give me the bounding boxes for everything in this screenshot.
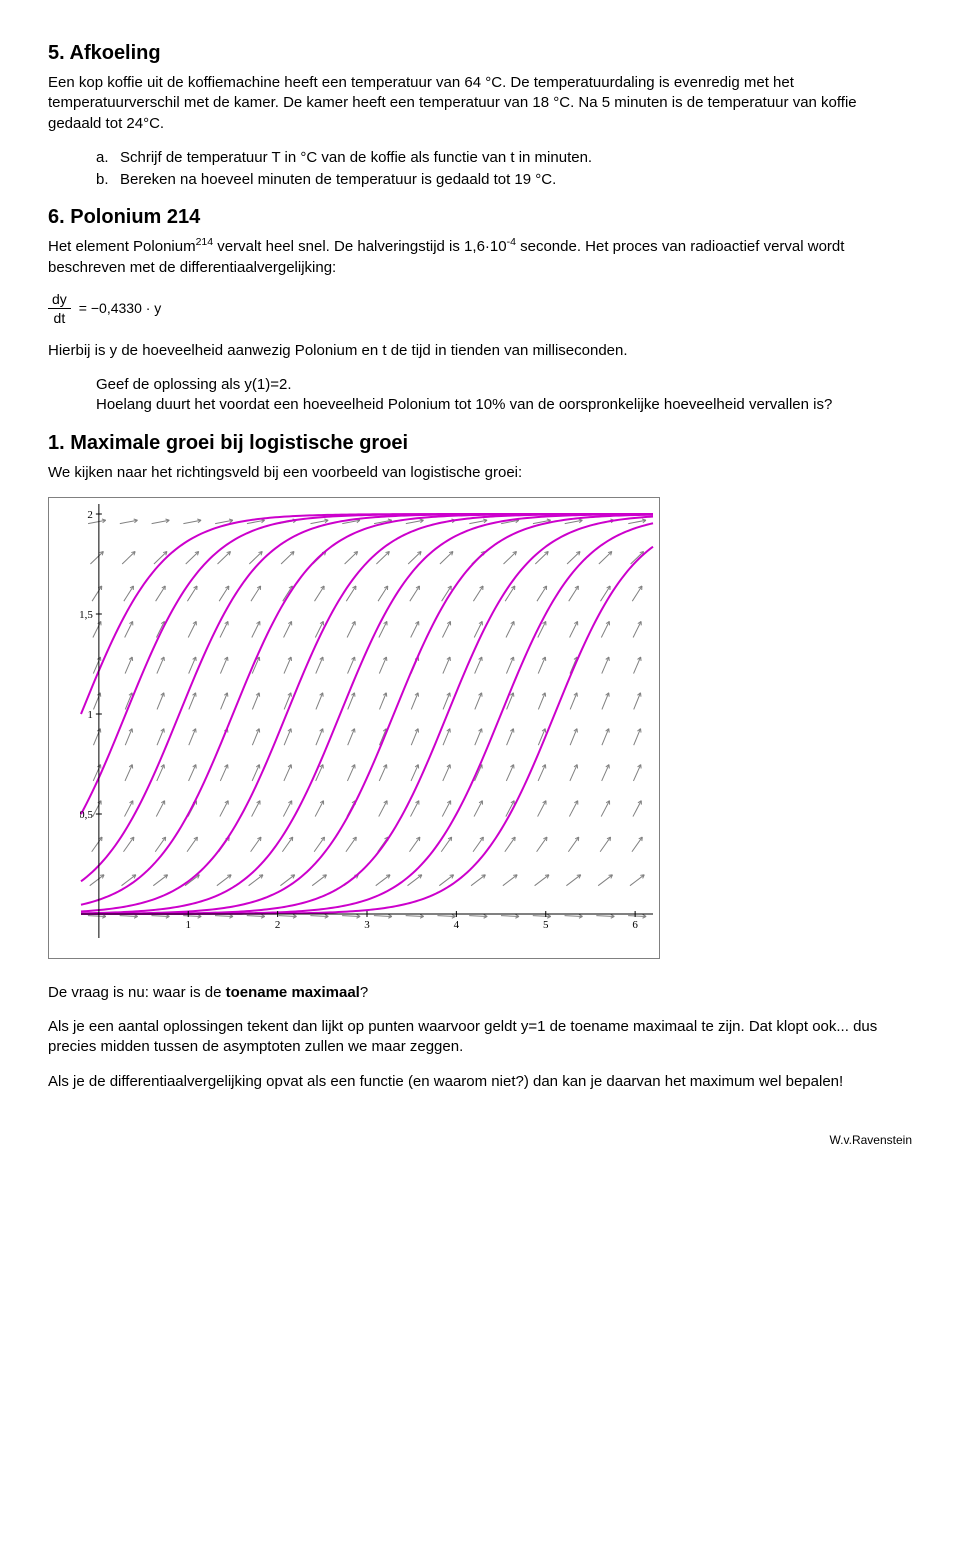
section5-para: Een kop koffie uit de koffiemachine heef… xyxy=(48,73,912,134)
svg-text:1: 1 xyxy=(87,709,93,721)
svg-text:4: 4 xyxy=(454,919,460,931)
section6-title: 6. Polonium 214 xyxy=(48,204,912,231)
fraction: dy dt xyxy=(48,292,71,325)
text: Het element Polonium xyxy=(48,238,196,255)
section1-intro: We kijken naar het richtingsveld bij een… xyxy=(48,463,912,483)
bold: toename maximaal xyxy=(226,984,360,1001)
section6-subquestions: Geef de oplossing als y(1)=2. Hoelang du… xyxy=(48,375,912,416)
sup: -4 xyxy=(507,236,516,248)
subq-1: Geef de oplossing als y(1)=2. xyxy=(96,375,912,395)
section5-item-a: a.Schrijf de temperatuur T in °C van de … xyxy=(96,148,912,168)
chart-svg: 1 2 3 4 5 6 0,5 1 1,5 2 xyxy=(49,498,659,958)
section1-para4: Als je de differentiaalvergelijking opva… xyxy=(48,1072,912,1092)
text: ? xyxy=(360,984,368,1001)
svg-text:0,5: 0,5 xyxy=(79,809,93,821)
svg-text:3: 3 xyxy=(364,919,370,931)
item-marker: b. xyxy=(96,170,120,190)
subq-2: Hoelang duurt het voordat een hoeveelhei… xyxy=(96,395,912,415)
section6-para2: Hierbij is y de hoeveelheid aanwezig Pol… xyxy=(48,341,912,361)
svg-text:1: 1 xyxy=(186,919,192,931)
sup: 214 xyxy=(196,236,214,248)
text: vervalt heel snel. De halveringstijd is … xyxy=(213,238,506,255)
section5-title: 5. Afkoeling xyxy=(48,40,912,67)
section1-title: 1. Maximale groei bij logistische groei xyxy=(48,430,912,457)
svg-text:2: 2 xyxy=(87,509,93,521)
item-marker: a. xyxy=(96,148,120,168)
svg-text:5: 5 xyxy=(543,919,549,931)
section1-para3: Als je een aantal oplossingen tekent dan… xyxy=(48,1017,912,1058)
item-text: Bereken na hoeveel minuten de temperatuu… xyxy=(120,171,556,188)
numerator: dy xyxy=(48,292,71,309)
section1-question: De vraag is nu: waar is de toename maxim… xyxy=(48,983,912,1003)
section5-item-b: b.Bereken na hoeveel minuten de temperat… xyxy=(96,170,912,190)
section5-items: a.Schrijf de temperatuur T in °C van de … xyxy=(48,148,912,191)
section6-para1: Het element Polonium214 vervalt heel sne… xyxy=(48,237,912,278)
denominator: dt xyxy=(50,309,70,325)
item-text: Schrijf de temperatuur T in °C van de ko… xyxy=(120,149,592,166)
svg-text:2: 2 xyxy=(275,919,281,931)
text: De vraag is nu: waar is de xyxy=(48,984,226,1001)
svg-text:1,5: 1,5 xyxy=(79,609,93,621)
differential-equation: dy dt = −0,4330 · y xyxy=(48,292,912,325)
footer-author: W.v.Ravenstein xyxy=(48,1132,912,1148)
rhs: = −0,4330 · y xyxy=(79,299,162,318)
direction-field-chart: 1 2 3 4 5 6 0,5 1 1,5 2 xyxy=(48,497,660,959)
svg-text:6: 6 xyxy=(632,919,638,931)
